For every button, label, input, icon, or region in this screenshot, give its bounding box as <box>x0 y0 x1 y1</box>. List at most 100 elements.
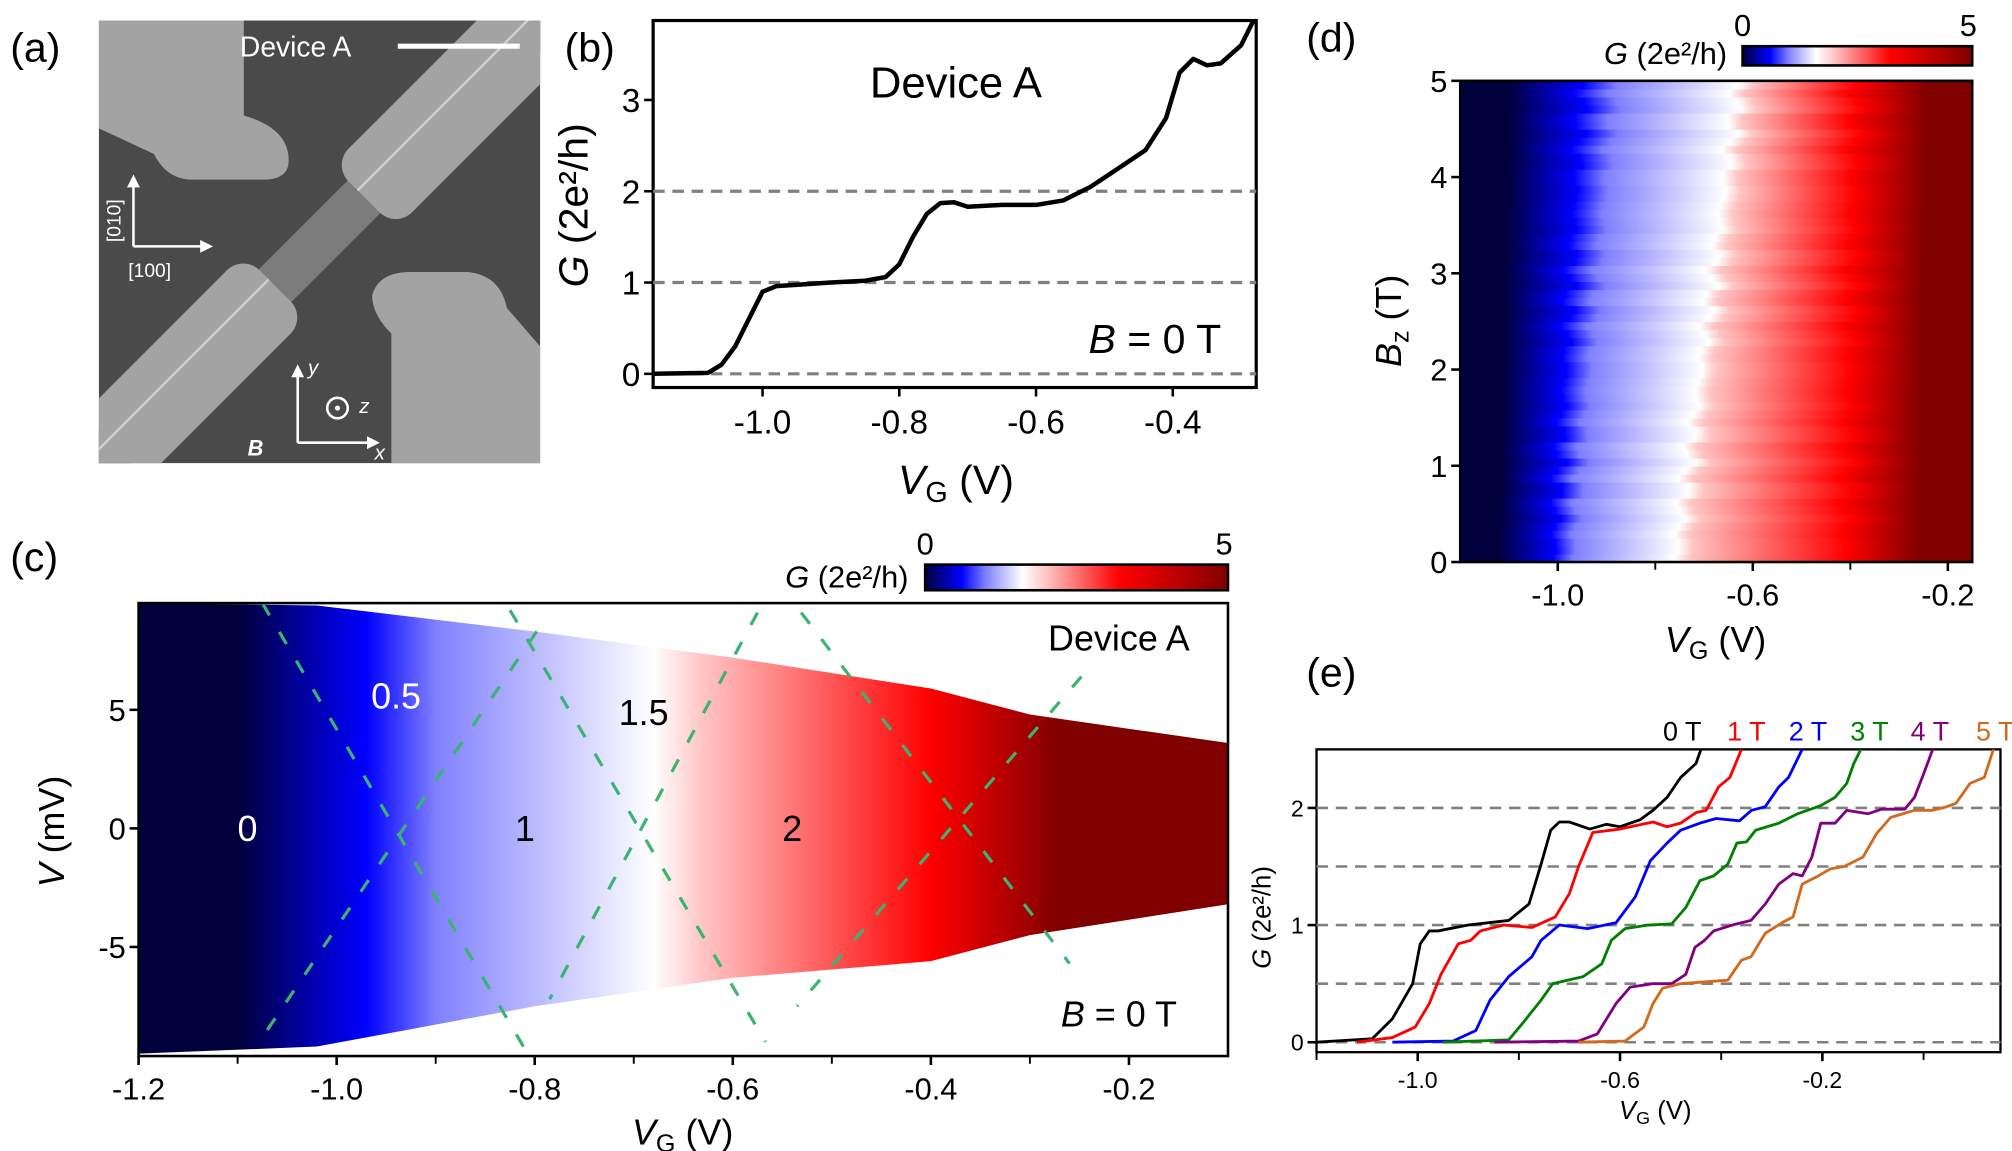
heatmap-row <box>1460 425 1973 435</box>
chart-title: Device A <box>870 60 1042 108</box>
x-tick-label: -1.0 <box>734 405 791 442</box>
y-axis-label-variable: G <box>551 255 597 287</box>
x-tick-label: -0.6 <box>1007 405 1064 442</box>
x-axis-label-unit: (V) <box>1708 619 1766 660</box>
plateau-label: 1 <box>515 808 535 849</box>
plateau-label: 2 <box>782 808 802 849</box>
x-tick-label: -1.2 <box>112 1072 165 1107</box>
x-axis-label-unit: (V) <box>675 1112 733 1151</box>
y-tick-label: 2 <box>1430 353 1447 388</box>
series-line-5t <box>1578 749 1995 1044</box>
colorbar <box>923 563 1230 592</box>
heatmap-row <box>1460 249 1973 259</box>
heatmap-row <box>1460 417 1973 427</box>
y-tick-label: 1 <box>1430 449 1447 484</box>
heatmap-row <box>1460 185 1973 194</box>
diamond-guide-line <box>795 675 1083 1008</box>
panel-label-b: (b) <box>565 25 615 71</box>
panel-c-chart: 00.511.52-1.2 -1.0 -0.8 -0.6 -0.4 -0.2-505VG … <box>31 526 1233 1151</box>
heatmap-row <box>1460 128 1973 138</box>
panel-label-a: (a) <box>10 25 60 71</box>
plot-frame <box>1458 79 1974 564</box>
heatmap-row <box>1460 505 1973 515</box>
x-tick-label: -1.0 <box>1531 578 1584 613</box>
x-axis-label: VG (V) <box>1619 1097 1691 1128</box>
y-tick-label: 5 <box>1430 64 1447 99</box>
crystal-axis-010: [010] <box>105 199 126 242</box>
series-line <box>653 20 1256 377</box>
heatmap-row <box>1460 321 1973 331</box>
y-axis-label-unit: (2e²/h) <box>1248 866 1276 949</box>
heatmap-row <box>1460 337 1973 347</box>
series-line-4t <box>1494 749 1935 1044</box>
heatmap-row <box>1460 265 1973 275</box>
heatmap-row <box>1460 361 1973 371</box>
series-line-2t <box>1392 749 1804 1044</box>
x-tick-label: -0.8 <box>871 405 928 442</box>
heatmap-row <box>1460 153 1973 162</box>
colorbar <box>1741 44 1974 67</box>
heatmap-row <box>1460 289 1973 299</box>
heatmap-region <box>138 603 1228 1054</box>
heatmap-row <box>1460 273 1973 283</box>
y-axis-label: V (mV) <box>31 776 72 888</box>
heatmap-row <box>1460 193 1973 202</box>
colorbar-label-unit: (2e²/h) <box>809 560 908 595</box>
y-tick-label: 2 <box>622 174 641 211</box>
y-tick-label: 3 <box>622 83 641 120</box>
legend-label: 1 T <box>1727 716 1765 746</box>
field-annotation-value: = 0 T <box>1085 994 1177 1035</box>
y-tick-label: 5 <box>109 693 126 728</box>
x-tick-label: -0.6 <box>1726 578 1779 613</box>
heatmap-row <box>1460 161 1973 170</box>
y-tick-label: -5 <box>98 930 125 965</box>
legend-label: 0 T <box>1663 716 1701 746</box>
colorbar-label-variable: G <box>785 560 809 595</box>
plateau-label: 0.5 <box>371 675 421 716</box>
heatmap-row <box>1460 353 1973 363</box>
heatmap-row <box>1460 241 1973 251</box>
x-axis-label: VG (V) <box>1665 619 1766 665</box>
contact-lower-left <box>98 263 298 464</box>
y-tick-label: 3 <box>1430 256 1447 291</box>
y-axis-label-variable: V <box>31 860 72 887</box>
heatmap-row <box>1460 521 1973 531</box>
heatmap-row <box>1460 144 1973 154</box>
heatmap-row <box>1460 441 1973 451</box>
heatmap-row <box>1460 209 1973 218</box>
device-label: Device A <box>240 30 352 62</box>
coordinate-axes <box>291 364 380 450</box>
heatmap-row <box>1460 554 1973 563</box>
colorbar-max-label: 5 <box>1216 526 1233 561</box>
x-tick-label: -0.4 <box>904 1072 957 1107</box>
y-axis-label: G (2e²/h) <box>551 123 597 287</box>
heatmap-row <box>1460 449 1973 459</box>
field-annotation-var: B <box>1061 994 1085 1035</box>
y-tick-label: 0 <box>1291 1030 1304 1056</box>
colorbar-max-label: 5 <box>1960 8 1977 43</box>
heatmap-row <box>1460 96 1973 106</box>
contact-upper-right <box>341 20 541 219</box>
diamond-guide-line <box>266 618 546 1031</box>
y-axis-label-subscript: z <box>1386 330 1414 343</box>
crystal-axis-100: [100] <box>128 261 171 282</box>
field-annotation: B = 0 T <box>1061 994 1177 1035</box>
heatmap-row <box>1460 545 1973 555</box>
heatmap-row <box>1460 120 1973 130</box>
x-tick-label: -0.2 <box>1921 578 1974 613</box>
plateau-label: 1.5 <box>619 692 669 733</box>
x-axis-label-unit: (V) <box>948 457 1014 503</box>
y-tick-label: 0 <box>109 811 126 846</box>
heatmap-row <box>1460 281 1973 291</box>
y-axis-label: G (2e²/h) <box>1248 866 1276 969</box>
field-annotation-value: = 0 T <box>1116 316 1221 362</box>
x-axis-label-variable: V <box>1665 619 1692 660</box>
x-axis-label-subscript: G <box>656 1130 676 1151</box>
heatmap-row <box>1460 513 1973 523</box>
y-tick-label: 1 <box>1291 912 1304 938</box>
heatmap-row <box>1460 112 1973 122</box>
x-tick-label: -0.6 <box>1600 1067 1640 1093</box>
